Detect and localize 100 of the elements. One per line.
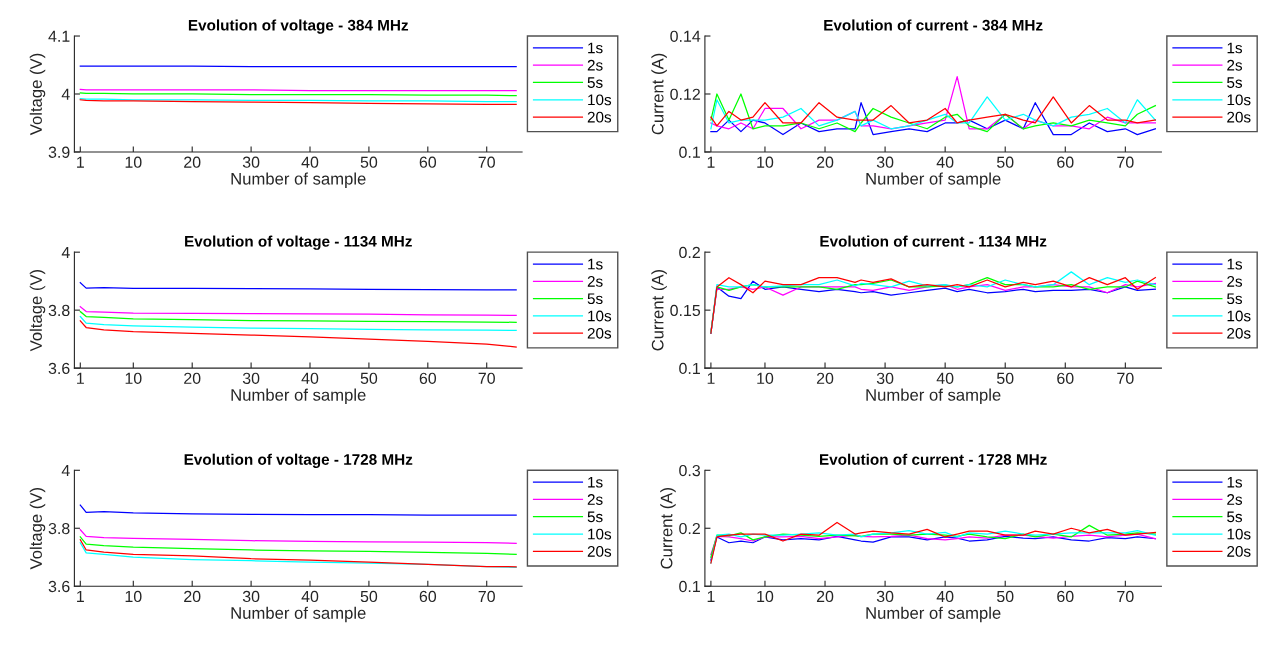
y-tick-label: 0.1 (679, 146, 700, 158)
x-axis-title: Number of sample (231, 388, 366, 405)
legend-label: 1s (1227, 476, 1243, 488)
legend-label: 1s (588, 258, 603, 270)
legend-label: 10s (588, 310, 612, 322)
x-tick-label: 60 (1057, 590, 1074, 603)
legend-label: 1s (1227, 42, 1243, 54)
legend-label: 5s (1227, 511, 1243, 523)
x-axis-title: Number of sample (231, 606, 366, 623)
legend-label: 1s (588, 42, 603, 54)
x-tick-label: 10 (757, 372, 774, 385)
line-series (79, 504, 517, 516)
y-tick-label: 0.12 (670, 88, 700, 100)
legend-label: 2s (1227, 494, 1243, 505)
legend-label: 5s (587, 511, 603, 523)
x-tick-label: 20 (184, 156, 201, 168)
legend-label: 20s (1227, 545, 1251, 557)
x-tick-label: 50 (360, 590, 378, 603)
legend-label: 20s (587, 545, 612, 557)
y-tick-label: 0.1 (679, 362, 700, 375)
y-axis-title: Voltage (V) (29, 53, 46, 136)
y-tick-label: 0.2 (679, 246, 700, 259)
x-axis-title: Number of sample (866, 388, 1001, 405)
legend-label: 10s (588, 94, 612, 106)
y-tick-label: 3.8 (48, 304, 70, 317)
y-tick-label: 0.1 (679, 580, 700, 593)
line-series (79, 306, 517, 316)
chart-title: Evolution of current - 1134 MHz (820, 235, 1047, 247)
line-series (79, 310, 517, 323)
legend-label: 1s (588, 476, 603, 488)
x-tick-label: 60 (1057, 372, 1074, 385)
x-tick-label: 1 (77, 156, 84, 168)
legend-label: 20s (1227, 327, 1251, 339)
x-tick-label: 40 (301, 372, 319, 385)
legend-label: 2s (587, 275, 603, 287)
y-tick-label: 0.14 (670, 30, 701, 42)
x-tick-label: 30 (876, 590, 894, 603)
legend-label: 2s (1227, 59, 1243, 71)
y-axis-title: Voltage (V) (29, 488, 46, 570)
x-tick-label: 60 (419, 590, 437, 603)
line-series (79, 529, 517, 544)
legend-label: 10s (1227, 528, 1251, 540)
x-axis-title: Number of sample (866, 606, 1001, 623)
x-tick-label: 1 (707, 372, 715, 384)
x-tick-label: 1 (707, 156, 715, 168)
legend-label: 1s (1227, 258, 1243, 270)
legend-label: 20s (587, 327, 612, 339)
x-tick-label: 20 (816, 372, 834, 385)
line-series (710, 524, 1156, 558)
x-tick-label: 10 (757, 156, 774, 168)
legend-label: 2s (587, 59, 603, 71)
x-axis-title: Number of sample (866, 172, 1001, 188)
legend-label: 5s (1227, 77, 1243, 88)
x-tick-label: 70 (1117, 590, 1134, 603)
x-axis-title: Number of sample (231, 172, 366, 188)
y-tick-label: 0.2 (679, 522, 700, 535)
x-tick-label: 1 (77, 372, 84, 384)
x-tick-label: 20 (184, 372, 201, 385)
x-tick-label: 30 (242, 590, 260, 603)
legend-label: 2s (587, 494, 603, 505)
x-tick-label: 1 (77, 590, 84, 602)
chart-title: Evolution of current - 384 MHz (824, 19, 1043, 31)
legend-label: 10s (1227, 310, 1251, 322)
y-axis-title: Current (A) (651, 269, 667, 351)
x-tick-label: 70 (1117, 156, 1134, 168)
chart-title: Evolution of voltage - 1728 MHz (184, 453, 413, 468)
legend-label: 5s (1227, 293, 1243, 305)
y-axis-title: Voltage (V) (29, 269, 46, 352)
legend-label: 20s (587, 111, 612, 123)
y-tick-label: 3.6 (48, 580, 70, 593)
x-tick-label: 10 (125, 156, 142, 168)
x-tick-label: 30 (876, 156, 894, 168)
x-tick-label: 70 (478, 590, 495, 603)
x-tick-label: 70 (478, 156, 495, 168)
x-tick-label: 20 (816, 590, 834, 603)
x-tick-label: 20 (816, 156, 834, 168)
legend-label: 5s (587, 293, 603, 305)
y-tick-label: 4 (61, 88, 70, 100)
x-tick-label: 30 (242, 372, 260, 385)
y-tick-label: 3.6 (48, 362, 70, 375)
line-series (710, 521, 1156, 564)
x-tick-label: 60 (1057, 156, 1074, 168)
y-tick-label: 4 (61, 465, 70, 477)
x-tick-label: 50 (996, 156, 1014, 168)
x-tick-label: 50 (360, 156, 378, 168)
x-tick-label: 50 (996, 372, 1014, 385)
chart-title: Evolution of voltage - 1134 MHz (185, 235, 412, 250)
line-series (79, 320, 517, 348)
x-tick-label: 10 (757, 590, 774, 603)
x-tick-label: 70 (1117, 372, 1134, 385)
y-tick-label: 3.8 (48, 522, 70, 535)
y-tick-label: 3.9 (48, 146, 70, 158)
y-tick-label: 4.1 (48, 30, 70, 42)
x-tick-label: 60 (419, 372, 437, 385)
y-tick-label: 4 (61, 246, 70, 258)
x-tick-label: 40 (936, 156, 954, 168)
line-series (79, 315, 517, 332)
x-tick-label: 10 (125, 590, 142, 603)
legend-label: 5s (587, 77, 603, 88)
x-tick-label: 30 (876, 372, 894, 385)
